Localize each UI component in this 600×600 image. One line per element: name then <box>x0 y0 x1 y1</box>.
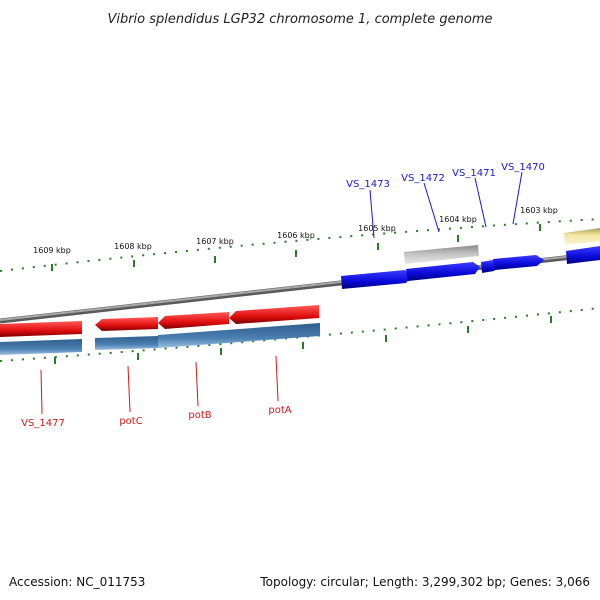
kbp-label: 1608 kbp <box>114 242 152 251</box>
forward-strand-genes <box>341 246 600 289</box>
gene-label[interactable]: potB <box>188 410 211 421</box>
gene-VS_1472[interactable] <box>406 262 480 281</box>
pseudo-gene[interactable] <box>404 245 479 264</box>
gene-VS_1477[interactable] <box>0 321 82 337</box>
gene-label[interactable]: VS_1471 <box>452 168 496 179</box>
top-gene-labels: VS_1473 VS_1472 VS_1471 VS_1470 <box>346 162 545 190</box>
reverse-strand-genes <box>0 305 319 337</box>
kbp-label: 1604 kbp <box>439 215 477 224</box>
top-leader-lines <box>369 171 523 239</box>
map-title: Vibrio splendidus LGP32 chromosome 1, co… <box>107 12 492 27</box>
cds-potB-potA[interactable] <box>158 323 320 348</box>
gene-label[interactable]: potC <box>119 416 142 427</box>
kbp-label: 1606 kbp <box>277 231 315 240</box>
inner-scale-ring <box>0 307 600 364</box>
gene-right-edge[interactable] <box>566 246 600 264</box>
gene-label[interactable]: VS_1473 <box>346 179 390 190</box>
gene-label[interactable]: potA <box>268 405 291 416</box>
outer-scale-ring <box>0 218 600 272</box>
accession-text: Accession: NC_011753 <box>9 575 145 589</box>
rna-feature[interactable] <box>564 228 600 245</box>
bottom-gene-labels: VS_1477 potC potB potA <box>21 405 292 429</box>
kbp-label: 1607 kbp <box>196 237 234 246</box>
kbp-label: 1605 kbp <box>358 224 396 233</box>
gene-potC[interactable] <box>95 317 158 331</box>
gene-VS_1470[interactable] <box>493 255 544 270</box>
cds-potC[interactable] <box>95 336 158 350</box>
gene-VS_1473[interactable] <box>341 270 412 289</box>
bottom-leader-lines <box>40 355 279 415</box>
cds-features <box>0 323 320 355</box>
gene-label[interactable]: VS_1470 <box>501 162 545 173</box>
gene-label[interactable]: VS_1477 <box>21 418 65 429</box>
topology-summary: Topology: circular; Length: 3,299,302 bp… <box>259 575 590 589</box>
cds-VS_1477[interactable] <box>0 339 82 355</box>
gene-potB[interactable] <box>158 312 229 329</box>
kbp-label: 1609 kbp <box>33 246 71 255</box>
gene-potA[interactable] <box>229 305 319 324</box>
kbp-labels: 1609 kbp 1608 kbp 1607 kbp 1606 kbp 1605… <box>33 206 558 255</box>
kbp-label: 1603 kbp <box>520 206 558 215</box>
gene-label[interactable]: VS_1472 <box>401 173 445 184</box>
